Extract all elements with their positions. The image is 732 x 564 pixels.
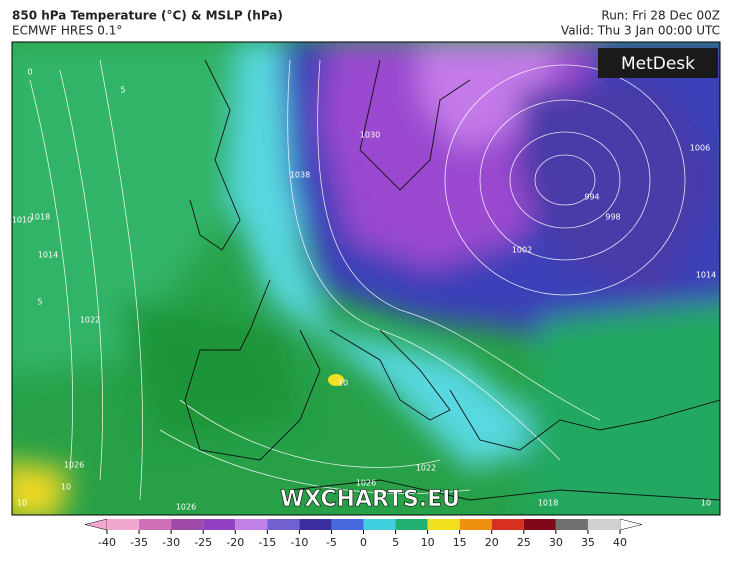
contour-label: 1026 bbox=[64, 461, 84, 470]
contour-label: 994 bbox=[584, 193, 599, 202]
contour-label: 1002 bbox=[512, 246, 532, 255]
run-time: Run: Fri 28 Dec 00Z bbox=[601, 9, 720, 23]
colorbar-tick-label: 35 bbox=[581, 536, 595, 549]
contour-label: 1026 bbox=[176, 503, 196, 512]
colorbar-bin bbox=[587, 519, 620, 530]
colorbar-bin bbox=[363, 519, 396, 530]
colorbar-tick-label: -30 bbox=[162, 536, 180, 549]
colorbar: -40 -35 -30 -25 -20 -15 -10 -5 0 5 10 15 20 25 30 35 40 bbox=[84, 518, 643, 549]
contour-label: 0 bbox=[27, 68, 32, 77]
colorbar-bin bbox=[299, 519, 332, 530]
contour-label: 1014 bbox=[38, 251, 58, 260]
warm-spot bbox=[328, 374, 344, 386]
colorbar-tick-label: 30 bbox=[549, 536, 563, 549]
contour-label: 1018 bbox=[30, 213, 50, 222]
contour-label: 1006 bbox=[690, 144, 710, 153]
logo-box bbox=[598, 48, 718, 78]
colorbar-tick-label: -40 bbox=[98, 536, 116, 549]
colorbar-tick-label: 20 bbox=[485, 536, 499, 549]
colorbar-bin bbox=[203, 519, 236, 530]
contour-label: 10 bbox=[338, 379, 348, 388]
contour-label: 1038 bbox=[290, 171, 310, 180]
contour-label: 10 bbox=[701, 499, 711, 508]
colorbar-bin bbox=[523, 519, 556, 530]
colorbar-tick-label: -20 bbox=[226, 536, 244, 549]
colorbar-bin bbox=[171, 519, 204, 530]
colorbar-bin bbox=[107, 519, 140, 530]
contour-label: 1014 bbox=[696, 271, 716, 280]
contour-label: 1010 bbox=[12, 216, 32, 225]
contour-label: 1030 bbox=[360, 131, 380, 140]
colorbar-bin bbox=[459, 519, 492, 530]
colorbar-bin bbox=[235, 519, 268, 530]
colorbar-bin bbox=[491, 519, 524, 530]
contour-label: 10 bbox=[61, 483, 71, 492]
map bbox=[12, 42, 720, 515]
colorbar-bin bbox=[139, 519, 172, 530]
contour-label: 10 bbox=[17, 499, 27, 508]
contour-label: 5 bbox=[37, 298, 42, 307]
colorbar-bin bbox=[555, 519, 588, 530]
coastlines bbox=[184, 59, 720, 501]
colorbar-tick-label: 10 bbox=[421, 536, 435, 549]
colorbar-bin bbox=[331, 519, 364, 530]
colorbar-tick-label: 25 bbox=[517, 536, 531, 549]
contour-label: 5 bbox=[120, 86, 125, 95]
colorbar-bin bbox=[427, 519, 460, 530]
logo: MetDesk bbox=[621, 54, 695, 74]
colorbar-tick-label: 40 bbox=[613, 536, 627, 549]
colorbar-tick-label: 0 bbox=[360, 536, 367, 549]
colorbar-tick-label: -35 bbox=[130, 536, 148, 549]
colorbar-tick-label: 15 bbox=[453, 536, 467, 549]
contour-label: 998 bbox=[605, 213, 620, 222]
colorbar-tick-label: -5 bbox=[326, 536, 337, 549]
colorbar-arrow-low bbox=[84, 518, 108, 531]
colorbar-bin bbox=[395, 519, 428, 530]
colorbar-tick-label: -25 bbox=[194, 536, 212, 549]
contour-label: 1018 bbox=[538, 499, 558, 508]
colorbar-tick-label: 5 bbox=[392, 536, 399, 549]
valid-time: Valid: Thu 3 Jan 00:00 UTC bbox=[561, 24, 720, 38]
contour-label: 1022 bbox=[80, 316, 100, 325]
map-frame bbox=[11, 41, 721, 516]
subtitle: ECMWF HRES 0.1° bbox=[12, 24, 122, 38]
title: 850 hPa Temperature (°C) & MSLP (hPa) bbox=[12, 9, 283, 23]
colorbar-arrow-high bbox=[619, 518, 643, 531]
colorbar-tick-label: -10 bbox=[290, 536, 308, 549]
contour-label: 1026 bbox=[356, 479, 376, 488]
contour-label: 1022 bbox=[416, 464, 436, 473]
colorbar-tick-label: -15 bbox=[258, 536, 276, 549]
isobars bbox=[29, 59, 686, 501]
colorbar-bin bbox=[267, 519, 300, 530]
watermark: WXCHARTS.EU bbox=[280, 487, 460, 512]
